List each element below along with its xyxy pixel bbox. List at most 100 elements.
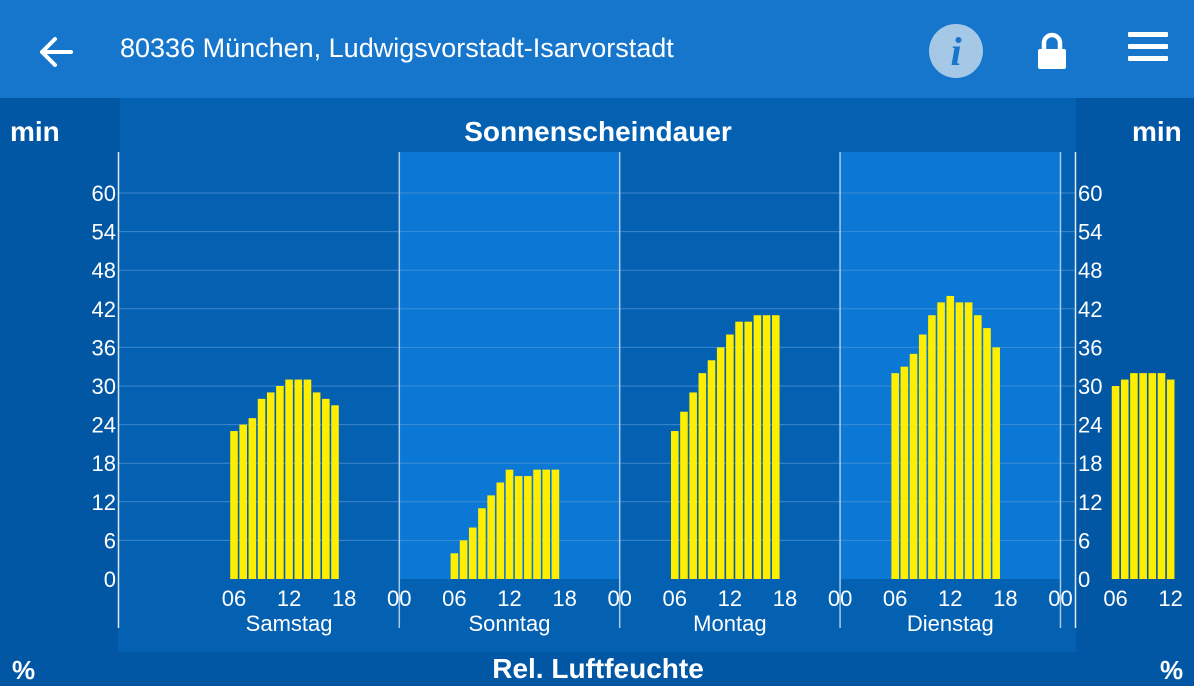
bar xyxy=(698,373,707,579)
info-icon: i xyxy=(950,28,962,74)
bar xyxy=(1111,386,1120,579)
day-label: Sonntag xyxy=(469,611,551,636)
y-tick-label-right: 54 xyxy=(1078,220,1102,245)
lock-button[interactable] xyxy=(1032,30,1072,72)
bar xyxy=(772,315,780,579)
x-tick-label: 06 xyxy=(883,586,907,611)
y-tick-label-left: 54 xyxy=(92,220,116,245)
x-tick-label: 00 xyxy=(1048,586,1072,611)
y-tick-label-right: 12 xyxy=(1078,490,1102,515)
y-tick-label-right: 0 xyxy=(1078,567,1090,592)
back-button[interactable] xyxy=(30,26,82,78)
location-title: 80336 München, Ludwigsvorstadt-Isarvorst… xyxy=(120,33,674,63)
bar xyxy=(459,540,468,579)
x-tick-label: 12 xyxy=(1158,586,1182,611)
bar xyxy=(707,360,716,579)
bar xyxy=(551,469,560,579)
bar xyxy=(533,469,541,579)
y-tick-label-left: 0 xyxy=(104,567,116,592)
bar xyxy=(716,347,725,579)
bar xyxy=(680,411,688,579)
bar xyxy=(239,424,247,579)
bar xyxy=(450,553,459,579)
y-tick-label-left: 24 xyxy=(92,413,116,438)
bar xyxy=(230,431,238,579)
bar xyxy=(468,527,477,579)
chart-header xyxy=(0,98,1194,152)
bar xyxy=(542,469,551,579)
bar xyxy=(992,347,1000,579)
day-label: Dienstag xyxy=(907,611,994,636)
x-tick-label: 00 xyxy=(607,586,631,611)
bar xyxy=(1157,373,1166,579)
bar xyxy=(303,379,312,579)
bar xyxy=(964,302,973,579)
bar xyxy=(505,469,514,579)
x-tick-label: 18 xyxy=(332,586,356,611)
bar xyxy=(266,392,275,579)
y-tick-label-right: 24 xyxy=(1078,413,1102,438)
y-tick-label-left: 12 xyxy=(92,490,116,515)
humidity-title: Rel. Luftfeuchte xyxy=(492,653,704,684)
bar xyxy=(983,328,991,579)
bar xyxy=(312,392,321,579)
bar xyxy=(670,431,679,579)
chart-title: Sonnenscheindauer xyxy=(464,116,732,147)
bar xyxy=(322,398,330,579)
bar xyxy=(496,482,505,579)
bar xyxy=(487,495,495,579)
bar xyxy=(946,295,955,579)
arrow-left-icon xyxy=(40,37,73,67)
x-tick-label: 06 xyxy=(222,586,246,611)
unit-label-right: min xyxy=(1132,116,1182,147)
menu-button[interactable] xyxy=(1128,32,1168,68)
bar xyxy=(937,302,945,579)
app-bar: 80336 München, Ludwigsvorstadt-Isarvorst… xyxy=(0,0,1194,98)
y-tick-label-left: 42 xyxy=(92,297,116,322)
day-label: Samstag xyxy=(246,611,333,636)
lock-icon xyxy=(1038,32,1066,69)
bar xyxy=(1148,373,1157,579)
x-tick-label: 18 xyxy=(773,586,797,611)
x-tick-label: 18 xyxy=(552,586,576,611)
info-button[interactable]: i xyxy=(929,24,983,78)
bar xyxy=(744,321,753,579)
bar xyxy=(1139,373,1147,579)
y-tick-label-left: 48 xyxy=(92,258,116,283)
hamburger-menu-icon xyxy=(1128,32,1168,61)
bar xyxy=(928,315,936,579)
x-tick-label: 12 xyxy=(938,586,962,611)
x-tick-label: 18 xyxy=(993,586,1017,611)
bar xyxy=(762,315,771,579)
x-tick-label: 12 xyxy=(497,586,521,611)
day-label: Montag xyxy=(693,611,766,636)
x-tick-label: 00 xyxy=(828,586,852,611)
bar xyxy=(891,373,899,579)
bar xyxy=(285,379,293,579)
bar xyxy=(726,334,734,579)
bar xyxy=(524,476,532,579)
y-tick-label-right: 6 xyxy=(1078,528,1090,553)
bar xyxy=(331,405,339,579)
bar xyxy=(276,386,284,579)
bar xyxy=(900,366,909,579)
bar xyxy=(248,418,257,579)
bar xyxy=(1130,373,1138,579)
y-tick-label-right: 60 xyxy=(1078,181,1102,206)
bar xyxy=(514,476,523,579)
y-tick-label-right: 48 xyxy=(1078,258,1102,283)
x-tick-label: 06 xyxy=(663,586,687,611)
bar xyxy=(1166,379,1175,579)
bar xyxy=(909,353,918,579)
x-tick-label: 06 xyxy=(442,586,466,611)
bar xyxy=(1120,379,1129,579)
bar xyxy=(478,508,486,579)
y-tick-label-left: 6 xyxy=(104,528,116,553)
x-tick-label: 00 xyxy=(387,586,411,611)
bar xyxy=(689,392,697,579)
y-tick-label-right: 42 xyxy=(1078,297,1102,322)
humidity-unit-right: % xyxy=(1160,655,1184,685)
y-tick-label-left: 60 xyxy=(92,181,116,206)
x-tick-label: 06 xyxy=(1103,586,1127,611)
bar xyxy=(753,315,762,579)
